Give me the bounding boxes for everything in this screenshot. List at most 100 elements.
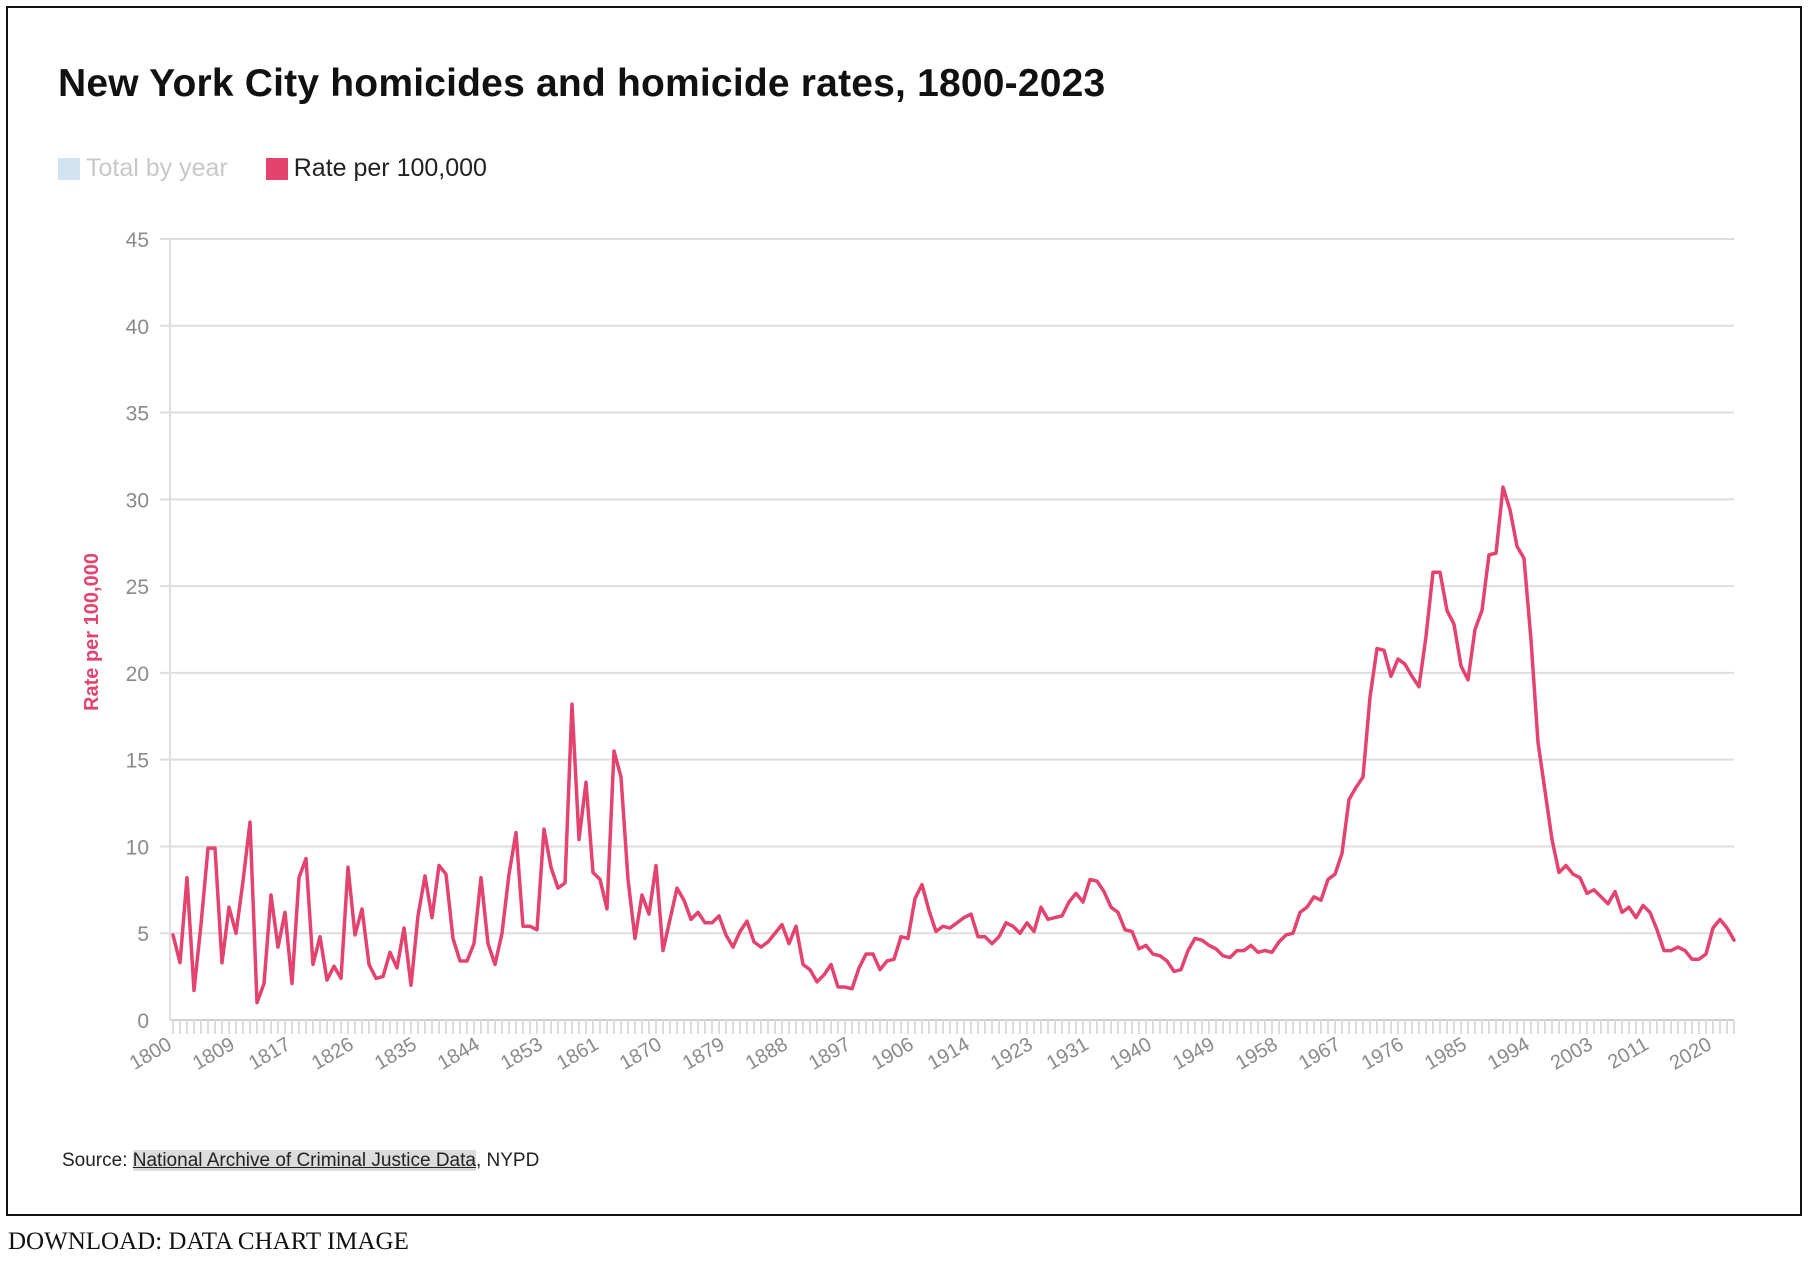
data-point[interactable] [611, 748, 617, 754]
data-point[interactable] [688, 916, 694, 922]
data-point[interactable] [940, 923, 946, 929]
data-point[interactable] [184, 875, 190, 881]
data-point[interactable] [1598, 894, 1604, 900]
data-point[interactable] [737, 928, 743, 934]
data-point[interactable] [947, 925, 953, 931]
data-point[interactable] [1605, 901, 1611, 907]
data-point[interactable] [1059, 913, 1065, 919]
data-point[interactable] [226, 904, 232, 910]
data-point[interactable] [282, 909, 288, 915]
data-point[interactable] [1353, 784, 1359, 790]
data-point[interactable] [646, 911, 652, 917]
data-point[interactable] [555, 885, 561, 891]
download-chart-link[interactable]: CHART [237, 1228, 321, 1255]
data-point[interactable] [205, 845, 211, 851]
data-point[interactable] [1416, 684, 1422, 690]
data-point[interactable] [1066, 899, 1072, 905]
data-point[interactable] [436, 863, 442, 869]
data-point[interactable] [1192, 935, 1198, 941]
data-point[interactable] [1003, 920, 1009, 926]
data-point[interactable] [324, 977, 330, 983]
data-point[interactable] [604, 906, 610, 912]
data-point[interactable] [1612, 889, 1618, 895]
data-point[interactable] [1423, 633, 1429, 639]
data-point[interactable] [1668, 948, 1674, 954]
data-point[interactable] [814, 979, 820, 985]
data-point[interactable] [954, 920, 960, 926]
data-point[interactable] [1073, 890, 1079, 896]
data-point[interactable] [1514, 543, 1520, 549]
download-data-link[interactable]: DATA [168, 1228, 232, 1255]
data-point[interactable] [450, 935, 456, 941]
data-point[interactable] [1570, 871, 1576, 877]
data-point[interactable] [1087, 876, 1093, 882]
data-point[interactable] [842, 984, 848, 990]
data-point[interactable] [1143, 942, 1149, 948]
data-point[interactable] [877, 967, 883, 973]
data-point[interactable] [422, 873, 428, 879]
data-point[interactable] [296, 875, 302, 881]
data-point[interactable] [590, 869, 596, 875]
data-point[interactable] [835, 984, 841, 990]
data-point[interactable] [1535, 739, 1541, 745]
data-point[interactable] [478, 875, 484, 881]
data-point[interactable] [1626, 904, 1632, 910]
data-point[interactable] [786, 941, 792, 947]
data-point[interactable] [310, 961, 316, 967]
data-point[interactable] [415, 913, 421, 919]
data-point[interactable] [191, 987, 197, 993]
data-point[interactable] [772, 930, 778, 936]
data-point[interactable] [1556, 869, 1562, 875]
data-point[interactable] [1388, 673, 1394, 679]
data-point[interactable] [289, 981, 295, 987]
data-point[interactable] [1255, 949, 1261, 955]
data-point[interactable] [471, 941, 477, 947]
data-point[interactable] [618, 774, 624, 780]
data-point[interactable] [863, 951, 869, 957]
data-point[interactable] [576, 837, 582, 843]
data-point[interactable] [1451, 621, 1457, 627]
data-point[interactable] [1402, 661, 1408, 667]
data-point[interactable] [1584, 890, 1590, 896]
data-point[interactable] [779, 922, 785, 928]
data-point[interactable] [352, 932, 358, 938]
data-point[interactable] [758, 944, 764, 950]
data-point[interactable] [1052, 915, 1058, 921]
data-point[interactable] [1206, 942, 1212, 948]
data-point[interactable] [1332, 871, 1338, 877]
data-point[interactable] [968, 911, 974, 917]
data-point[interactable] [765, 939, 771, 945]
data-point[interactable] [975, 934, 981, 940]
data-point[interactable] [1276, 939, 1282, 945]
data-point[interactable] [366, 961, 372, 967]
data-point[interactable] [1654, 927, 1660, 933]
data-point[interactable] [1017, 930, 1023, 936]
data-point[interactable] [261, 981, 267, 987]
data-point[interactable] [1010, 923, 1016, 929]
data-point[interactable] [1346, 797, 1352, 803]
data-point[interactable] [905, 935, 911, 941]
data-point[interactable] [548, 864, 554, 870]
data-point[interactable] [1178, 967, 1184, 973]
data-point[interactable] [1409, 673, 1415, 679]
data-point[interactable] [1213, 946, 1219, 952]
data-point[interactable] [583, 779, 589, 785]
data-point[interactable] [1619, 909, 1625, 915]
data-point[interactable] [1633, 915, 1639, 921]
data-point[interactable] [597, 876, 603, 882]
data-point[interactable] [828, 961, 834, 967]
data-point[interactable] [373, 975, 379, 981]
data-point[interactable] [1521, 555, 1527, 561]
data-point[interactable] [1542, 788, 1548, 794]
data-point[interactable] [254, 1000, 260, 1006]
data-point[interactable] [177, 960, 183, 966]
data-point[interactable] [1367, 694, 1373, 700]
data-point[interactable] [541, 826, 547, 832]
data-point[interactable] [317, 934, 323, 940]
data-point[interactable] [1045, 916, 1051, 922]
data-point[interactable] [660, 948, 666, 954]
data-point[interactable] [912, 896, 918, 902]
data-point[interactable] [821, 972, 827, 978]
data-point[interactable] [709, 920, 715, 926]
data-point[interactable] [1675, 944, 1681, 950]
